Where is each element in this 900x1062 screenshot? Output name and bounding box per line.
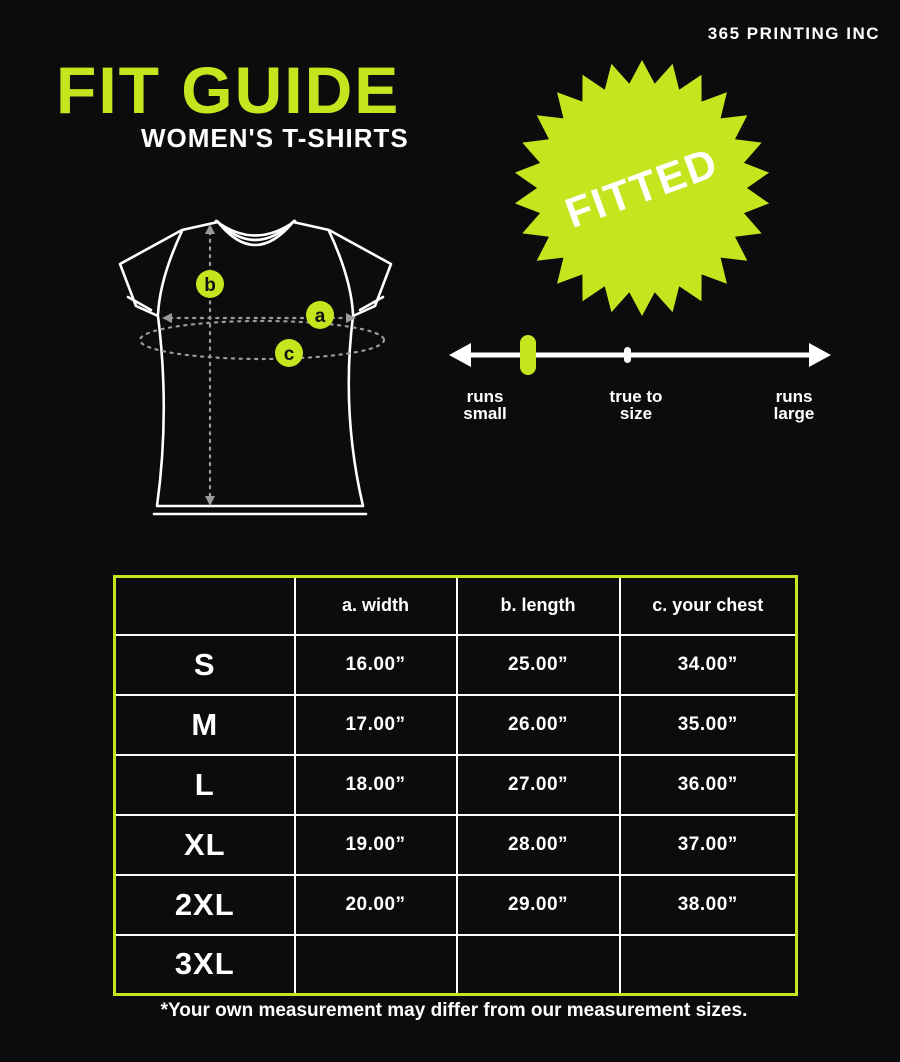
col-header-chest: c. your chest xyxy=(618,575,798,636)
left-cuff-line xyxy=(126,295,153,312)
brand-name: 365 PRINTING INC xyxy=(707,24,880,43)
scale-label-runs-small: runs small xyxy=(450,388,520,422)
marker-a-circle xyxy=(306,301,334,329)
size-label: XL xyxy=(113,813,296,876)
marker-c-letter: c xyxy=(284,344,295,365)
size-label: M xyxy=(113,693,296,756)
tshirt-diagram: b a c xyxy=(118,219,393,516)
scale-label-runs-large: runs large xyxy=(758,388,830,422)
chest-measure-ellipse xyxy=(138,319,386,361)
marker-c-circle xyxy=(275,339,303,367)
fit-scale-arrow-left xyxy=(449,343,471,367)
table-row: M 17.00” 26.00” 35.00” xyxy=(113,693,798,756)
length-value: 29.00” xyxy=(455,873,621,936)
col-header-length: b. length xyxy=(455,575,621,636)
right-cuff-line xyxy=(358,295,385,312)
width-arrow-right xyxy=(346,313,356,323)
width-value: 20.00” xyxy=(293,873,458,936)
page-title: FIT GUIDE xyxy=(56,53,401,127)
marker-a-letter: a xyxy=(315,306,326,327)
size-label: L xyxy=(113,753,296,816)
marker-b: b xyxy=(196,270,224,298)
collar-mid-line xyxy=(215,219,296,242)
col-header-width: a. width xyxy=(293,575,458,636)
chest-value: 36.00” xyxy=(618,753,798,816)
table-row: S 16.00” 25.00” 34.00” xyxy=(113,633,798,696)
length-value: 26.00” xyxy=(455,693,621,756)
chest-value: 35.00” xyxy=(618,693,798,756)
scale-label-line: small xyxy=(463,404,507,423)
scale-label-line: runs xyxy=(775,387,813,406)
scale-label-line: true to xyxy=(609,387,663,406)
size-label: 2XL xyxy=(113,873,296,936)
table-row: 2XL 20.00” 29.00” 38.00” xyxy=(113,873,798,936)
chest-value: 38.00” xyxy=(618,873,798,936)
size-label: S xyxy=(113,633,296,696)
width-value: 18.00” xyxy=(293,753,458,816)
width-value xyxy=(293,933,458,996)
col-header-size xyxy=(113,575,296,636)
fit-scale xyxy=(449,335,831,375)
marker-b-letter: b xyxy=(204,275,216,296)
scale-label-true-to-size: true to size xyxy=(586,388,686,422)
tshirt-outline xyxy=(118,220,393,508)
length-value: 28.00” xyxy=(455,813,621,876)
starburst-icon xyxy=(514,60,770,316)
size-table-header-row: a. width b. length c. your chest xyxy=(113,575,798,636)
length-value: 25.00” xyxy=(455,633,621,696)
chest-value: 34.00” xyxy=(618,633,798,696)
fit-scale-marker xyxy=(520,335,536,375)
length-arrow-bottom xyxy=(205,496,215,506)
left-sleeve-seam xyxy=(156,229,184,316)
table-row: XL 19.00” 28.00” 37.00” xyxy=(113,813,798,876)
table-row: 3XL xyxy=(113,933,798,996)
width-value: 17.00” xyxy=(293,693,458,756)
scale-label-line: size xyxy=(619,404,653,423)
width-value: 19.00” xyxy=(293,813,458,876)
marker-b-circle xyxy=(196,270,224,298)
scale-label-line: large xyxy=(773,404,815,423)
chest-value xyxy=(618,933,798,996)
marker-a: a xyxy=(306,301,334,329)
chest-value: 37.00” xyxy=(618,813,798,876)
right-sleeve-seam xyxy=(327,229,355,316)
footnote: *Your own measurement may differ from ou… xyxy=(160,1000,748,1021)
fit-scale-center-tick xyxy=(624,347,631,363)
width-arrow-left xyxy=(162,313,172,323)
length-arrow-top xyxy=(205,224,215,234)
size-table: a. width b. length c. your chest S 16.00… xyxy=(113,575,798,996)
size-label: 3XL xyxy=(113,933,296,996)
scale-label-line: runs xyxy=(466,387,504,406)
fit-scale-arrow-right xyxy=(809,343,831,367)
marker-c: c xyxy=(275,339,303,367)
length-value xyxy=(455,933,621,996)
fitted-badge: FITTED xyxy=(514,60,770,316)
page-subtitle: WOMEN'S T-SHIRTS xyxy=(141,123,409,153)
width-value: 16.00” xyxy=(293,633,458,696)
table-row: L 18.00” 27.00” 36.00” xyxy=(113,753,798,816)
length-value: 27.00” xyxy=(455,753,621,816)
